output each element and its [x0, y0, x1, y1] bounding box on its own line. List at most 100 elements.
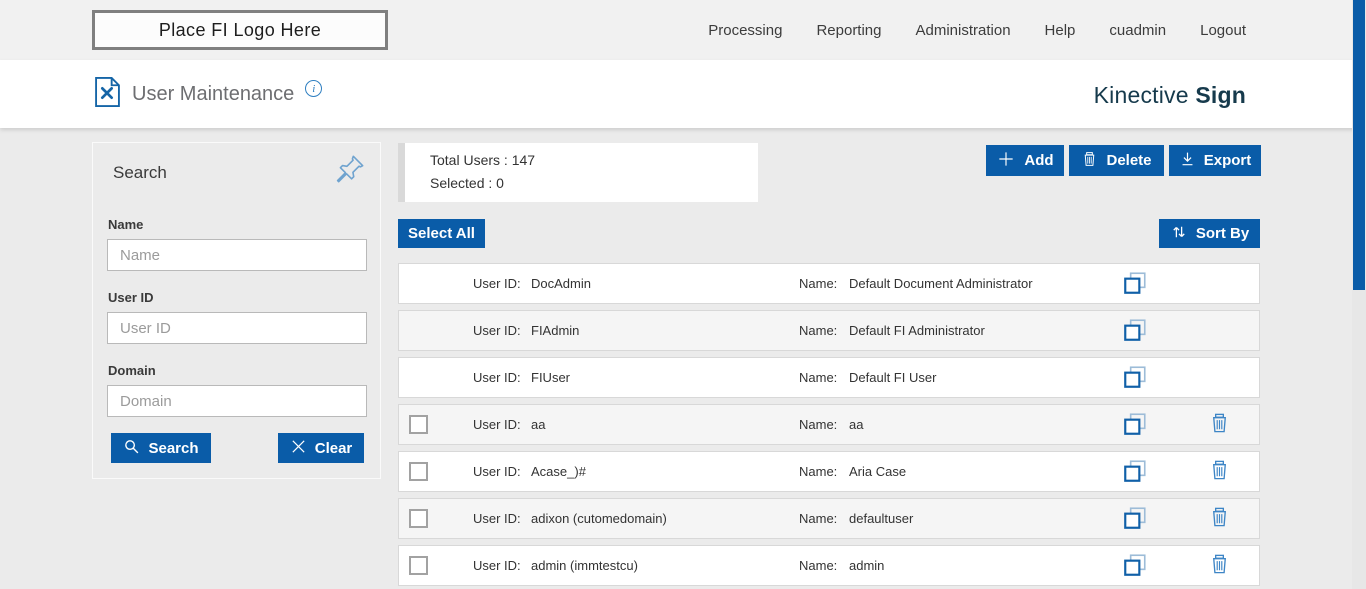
row-name-label: Name: [799, 323, 838, 338]
row-copy-button[interactable] [1121, 411, 1149, 439]
copy-icon [1122, 412, 1148, 440]
select-all-label: Select All [408, 225, 475, 242]
row-userid-label: User ID: [473, 370, 521, 385]
selected-label: Selected : [430, 175, 493, 191]
row-name-value: Default FI User [849, 370, 937, 385]
row-copy-button[interactable] [1121, 364, 1149, 392]
add-button[interactable]: Add [986, 145, 1064, 176]
trash-icon [1208, 460, 1231, 485]
top-bar: Place FI Logo Here Processing Reporting … [0, 0, 1366, 60]
user-maintenance-icon [94, 76, 121, 113]
search-button-label: Search [148, 439, 199, 457]
copy-icon [1122, 506, 1148, 534]
trash-icon [1208, 413, 1231, 438]
row-checkbox[interactable] [409, 462, 428, 481]
page-title-group: User Maintenance i [94, 76, 323, 113]
user-row[interactable]: User ID: adixon (cutomedomain) Name: def… [398, 498, 1260, 539]
brand-name: Kinective [1093, 82, 1189, 108]
row-userid-label: User ID: [473, 417, 521, 432]
row-userid-value: DocAdmin [531, 276, 591, 291]
delete-button[interactable]: Delete [1069, 145, 1164, 176]
info-icon[interactable]: i [305, 80, 323, 97]
row-delete-button[interactable] [1205, 458, 1233, 486]
nav-item-logout[interactable]: Logout [1200, 21, 1246, 39]
clear-button-label: Clear [314, 439, 353, 457]
pin-icon[interactable] [334, 153, 366, 185]
copy-icon [1122, 365, 1148, 393]
row-name-label: Name: [799, 464, 838, 479]
row-userid-label: User ID: [473, 558, 521, 573]
user-row[interactable]: User ID: Acase_)# Name: Aria Case [398, 451, 1260, 492]
clear-button[interactable]: Clear [278, 433, 364, 463]
brand-logo: Kinective Sign [1094, 82, 1246, 109]
user-row[interactable]: User ID: FIUser Name: Default FI User [398, 357, 1260, 398]
row-name-label: Name: [799, 511, 838, 526]
row-userid-label: User ID: [473, 276, 521, 291]
domain-input[interactable] [107, 385, 367, 417]
userid-input[interactable] [107, 312, 367, 344]
total-users-label: Total Users : [430, 152, 508, 168]
row-name-value: defaultuser [849, 511, 914, 526]
row-copy-button[interactable] [1121, 270, 1149, 298]
row-name-value: Default FI Administrator [849, 323, 985, 338]
row-name-value: admin [849, 558, 885, 573]
fi-logo-placeholder: Place FI Logo Here [92, 10, 388, 50]
selected-value: 0 [496, 175, 504, 191]
sort-arrows-icon [1170, 223, 1188, 245]
trash-icon [1208, 507, 1231, 532]
user-list: User ID: DocAdmin Name: Default Document… [398, 263, 1260, 589]
page-title: User Maintenance [132, 83, 295, 105]
row-copy-button[interactable] [1121, 505, 1149, 533]
user-row[interactable]: User ID: DocAdmin Name: Default Document… [398, 263, 1260, 304]
row-userid-value: FIAdmin [531, 323, 580, 338]
sort-by-button[interactable]: Sort By [1159, 219, 1260, 248]
row-userid-value: FIUser [531, 370, 570, 385]
row-checkbox[interactable] [409, 556, 428, 575]
delete-button-label: Delete [1106, 152, 1152, 169]
row-copy-button[interactable] [1121, 458, 1149, 486]
row-userid-label: User ID: [473, 511, 521, 526]
row-userid-label: User ID: [473, 464, 521, 479]
row-delete-button[interactable] [1205, 411, 1233, 439]
row-userid-label: User ID: [473, 323, 521, 338]
nav-item-reporting[interactable]: Reporting [816, 21, 882, 39]
row-name-value: Aria Case [849, 464, 907, 479]
trash-icon [1208, 554, 1231, 579]
copy-icon [1122, 553, 1148, 581]
userid-field-label: User ID [108, 290, 154, 305]
row-name-value: Default Document Administrator [849, 276, 1033, 291]
row-copy-button[interactable] [1121, 552, 1149, 580]
page-scrollbar-thumb[interactable] [1353, 0, 1365, 290]
search-panel: Search Name User ID Domain Search [92, 142, 381, 479]
nav-item-administration[interactable]: Administration [915, 21, 1011, 39]
search-panel-title: Search [113, 163, 167, 182]
row-userid-value: adixon (cutomedomain) [531, 511, 667, 526]
total-users-line: Total Users : 147 [430, 152, 758, 168]
search-button[interactable]: Search [111, 433, 211, 463]
row-delete-button[interactable] [1205, 552, 1233, 580]
export-button[interactable]: Export [1169, 145, 1261, 176]
user-row[interactable]: User ID: aa Name: aa [398, 404, 1260, 445]
nav-item-processing[interactable]: Processing [708, 21, 783, 39]
plus-icon [996, 149, 1016, 173]
nav-item-help[interactable]: Help [1044, 21, 1076, 39]
select-all-button[interactable]: Select All [398, 219, 485, 248]
copy-icon [1122, 459, 1148, 487]
sort-by-label: Sort By [1195, 225, 1250, 242]
row-checkbox[interactable] [409, 415, 428, 434]
summary-box: Total Users : 147 Selected : 0 [398, 143, 758, 202]
trash-icon [1081, 150, 1098, 172]
row-delete-button[interactable] [1205, 505, 1233, 533]
row-name-label: Name: [799, 417, 838, 432]
name-input[interactable] [107, 239, 367, 271]
user-row[interactable]: User ID: admin (immtestcu) Name: admin [398, 545, 1260, 586]
row-name-value: aa [849, 417, 864, 432]
nav-item-username[interactable]: cuadmin [1109, 21, 1167, 39]
row-checkbox[interactable] [409, 509, 428, 528]
brand-product: Sign [1195, 82, 1246, 108]
row-copy-button[interactable] [1121, 317, 1149, 345]
user-row[interactable]: User ID: FIAdmin Name: Default FI Admini… [398, 310, 1260, 351]
row-userid-value: aa [531, 417, 546, 432]
main-nav: Processing Reporting Administration Help… [708, 0, 1246, 60]
